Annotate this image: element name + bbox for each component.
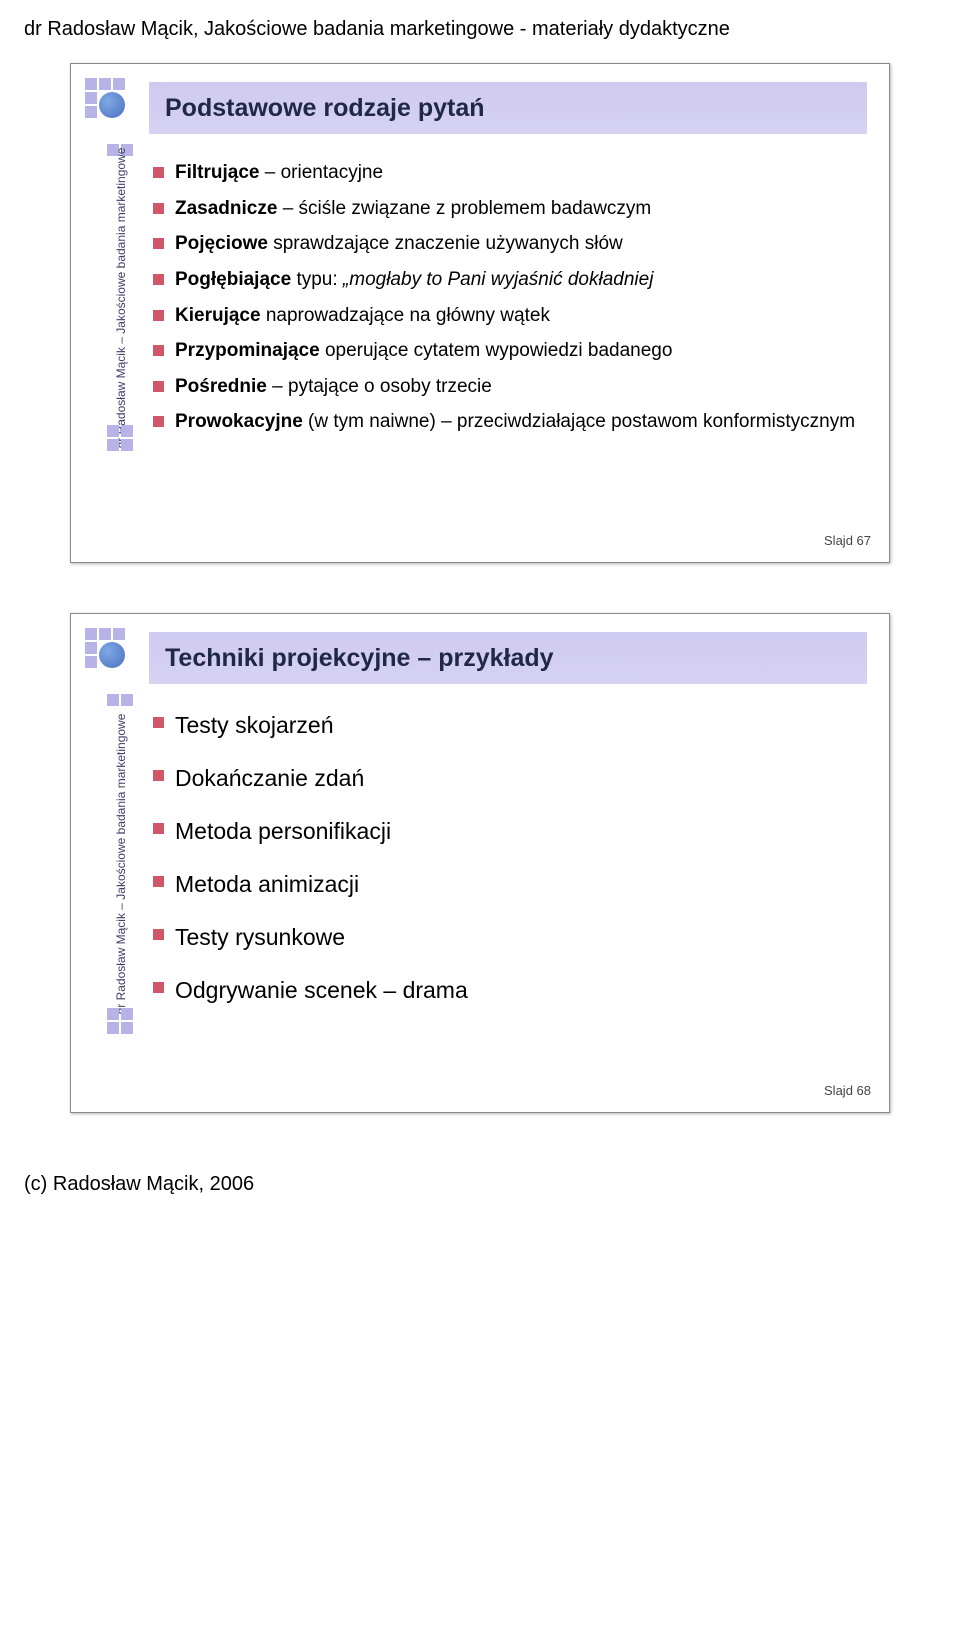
globe-icon <box>99 642 125 668</box>
list-item: Testy rysunkowe <box>153 922 859 953</box>
slide-1-wrap: Podstawowe rodzaje pytań dr Radosław Mąc… <box>0 53 960 603</box>
item-lead: Przypominające <box>175 340 320 361</box>
item-text: sprawdzające znaczenie używanych słów <box>268 233 623 254</box>
slide-2-wrap: Techniki projekcyjne – przykłady dr Rado… <box>0 603 960 1153</box>
list-item: Pośrednie – pytające o osoby trzecie <box>153 374 859 400</box>
side-caption: dr Radosław Mącik – Jakościowe badania m… <box>114 714 128 1015</box>
item-text: – orientacyjne <box>259 162 383 183</box>
item-text: – ściśle związane z problemem badawczym <box>277 198 651 219</box>
item-lead: Kierujące <box>175 305 261 326</box>
corner-decoration <box>85 78 125 118</box>
list-item: Pojęciowe sprawdzające znaczenie używany… <box>153 231 859 257</box>
rail-deco-bottom <box>107 425 133 451</box>
slide-2-content: Testy skojarzeń Dokańczanie zdań Metoda pe… <box>149 692 867 1036</box>
list-item: Prowokacyjne (w tym naiwne) – przeciwdzi… <box>153 409 859 435</box>
list-item: Zasadnicze – ściśle związane z problemem… <box>153 196 859 222</box>
list-item: Metoda personifikacji <box>153 816 859 847</box>
list-item: Kierujące naprowadzające na główny wątek <box>153 303 859 329</box>
item-lead: Prowokacyjne <box>175 411 303 432</box>
list-item: Przypominające operujące cytatem wypowie… <box>153 338 859 364</box>
page-footer: (c) Radosław Mącik, 2006 <box>0 1153 960 1220</box>
page-header: dr Radosław Mącik, Jakościowe badania ma… <box>0 0 960 53</box>
slide-number: Slajd 68 <box>824 1083 871 1098</box>
item-lead: Filtrujące <box>175 162 259 183</box>
list-item: Metoda animizacji <box>153 869 859 900</box>
list-item: Pogłębiające typu: „mogłaby to Pani wyja… <box>153 267 859 293</box>
item-lead: Zasadnicze <box>175 198 277 219</box>
slide-1-list: Filtrujące – orientacyjne Zasadnicze – śc… <box>153 160 859 435</box>
rail-deco-bottom <box>107 1008 133 1034</box>
item-text: (w tym naiwne) – przeciwdziałające posta… <box>303 411 855 432</box>
slide-title: Podstawowe rodzaje pytań <box>149 82 867 134</box>
corner-decoration <box>85 628 125 668</box>
slide-1: Podstawowe rodzaje pytań dr Radosław Mąc… <box>70 63 890 563</box>
item-lead: Pogłębiające <box>175 269 291 290</box>
slide-2: Techniki projekcyjne – przykłady dr Rado… <box>70 613 890 1113</box>
item-lead: Pośrednie <box>175 376 267 397</box>
item-text: typu: <box>291 269 343 290</box>
item-italic: „mogłaby to Pani wyjaśnić dokładniej <box>343 269 654 290</box>
slide-number: Slajd 67 <box>824 533 871 548</box>
globe-icon <box>99 92 125 118</box>
item-text: operujące cytatem wypowiedzi badanego <box>320 340 673 361</box>
side-caption: dr Radosław Mącik – Jakościowe badania m… <box>114 147 128 448</box>
slide-2-list: Testy skojarzeń Dokańczanie zdań Metoda pe… <box>153 710 859 1006</box>
list-item: Testy skojarzeń <box>153 710 859 741</box>
list-item: Filtrujące – orientacyjne <box>153 160 859 186</box>
rail-deco-top <box>107 694 133 706</box>
slide-1-content: Filtrujące – orientacyjne Zasadnicze – śc… <box>149 142 867 453</box>
item-lead: Pojęciowe <box>175 233 268 254</box>
item-text: naprowadzające na główny wątek <box>261 305 550 326</box>
list-item: Odgrywanie scenek – drama <box>153 975 859 1006</box>
list-item: Dokańczanie zdań <box>153 763 859 794</box>
left-rail: dr Radosław Mącik – Jakościowe badania m… <box>93 142 149 453</box>
left-rail: dr Radosław Mącik – Jakościowe badania m… <box>93 692 149 1036</box>
item-text: – pytające o osoby trzecie <box>267 376 492 397</box>
slide-title: Techniki projekcyjne – przykłady <box>149 632 867 684</box>
